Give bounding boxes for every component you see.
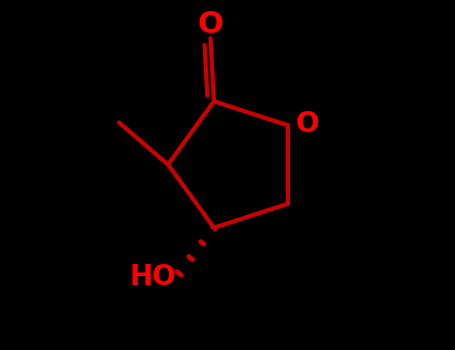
Text: HO: HO [129, 263, 176, 291]
Text: O: O [197, 10, 223, 39]
Text: O: O [296, 110, 319, 138]
